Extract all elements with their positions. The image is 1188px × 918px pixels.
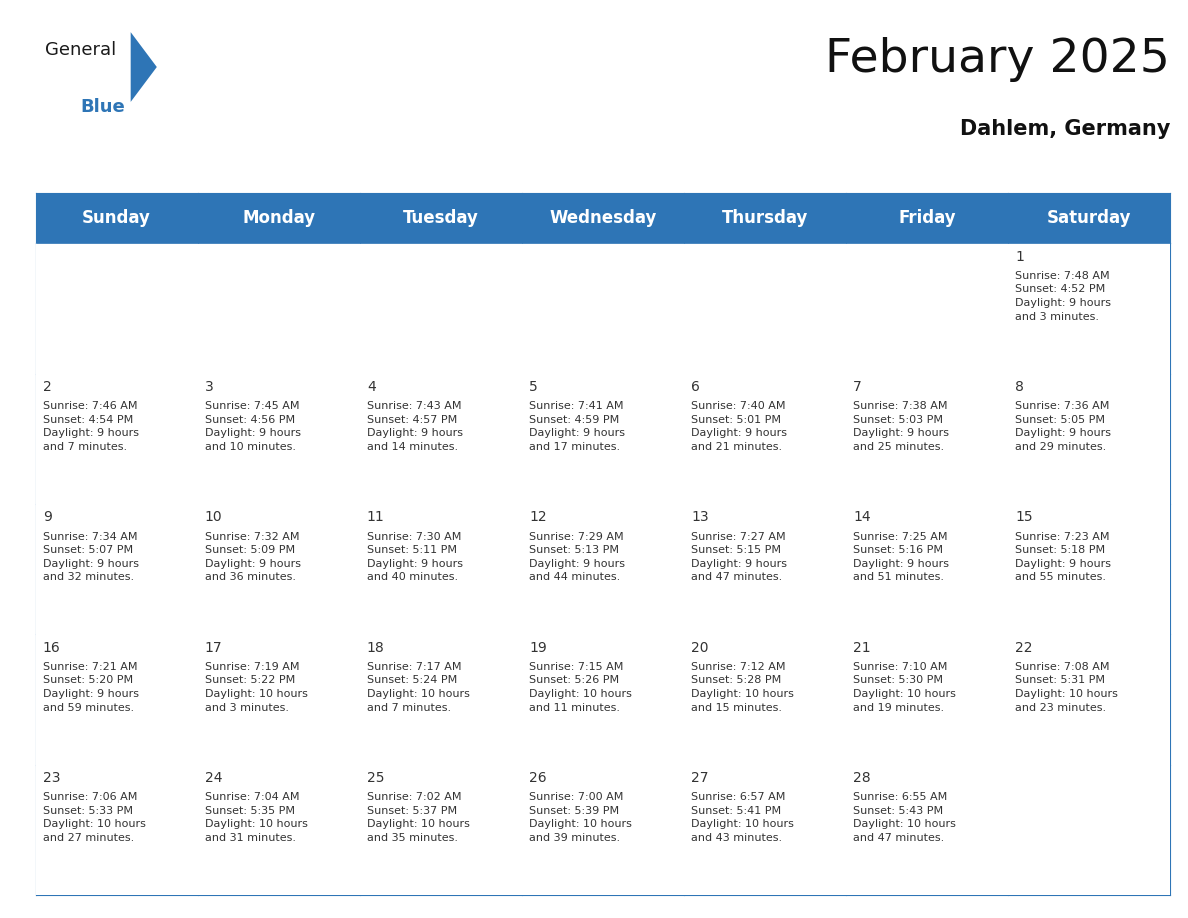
- Text: 5: 5: [529, 380, 538, 394]
- Text: 18: 18: [367, 641, 385, 655]
- Text: General: General: [45, 41, 116, 60]
- Text: Sunrise: 7:21 AM
Sunset: 5:20 PM
Daylight: 9 hours
and 59 minutes.: Sunrise: 7:21 AM Sunset: 5:20 PM Dayligh…: [43, 662, 139, 712]
- Text: Saturday: Saturday: [1047, 209, 1131, 227]
- Text: Sunrise: 7:08 AM
Sunset: 5:31 PM
Daylight: 10 hours
and 23 minutes.: Sunrise: 7:08 AM Sunset: 5:31 PM Dayligh…: [1016, 662, 1118, 712]
- Text: Sunrise: 6:55 AM
Sunset: 5:43 PM
Daylight: 10 hours
and 47 minutes.: Sunrise: 6:55 AM Sunset: 5:43 PM Dayligh…: [853, 792, 956, 843]
- Text: Sunrise: 7:25 AM
Sunset: 5:16 PM
Daylight: 9 hours
and 51 minutes.: Sunrise: 7:25 AM Sunset: 5:16 PM Dayligh…: [853, 532, 949, 582]
- Text: Tuesday: Tuesday: [403, 209, 479, 227]
- Text: 6: 6: [691, 380, 700, 394]
- Text: Sunrise: 7:19 AM
Sunset: 5:22 PM
Daylight: 10 hours
and 3 minutes.: Sunrise: 7:19 AM Sunset: 5:22 PM Dayligh…: [204, 662, 308, 712]
- Text: 17: 17: [204, 641, 222, 655]
- Text: 11: 11: [367, 510, 385, 524]
- Text: 8: 8: [1016, 380, 1024, 394]
- Text: 19: 19: [529, 641, 546, 655]
- Text: 22: 22: [1016, 641, 1032, 655]
- Text: Sunrise: 7:17 AM
Sunset: 5:24 PM
Daylight: 10 hours
and 7 minutes.: Sunrise: 7:17 AM Sunset: 5:24 PM Dayligh…: [367, 662, 469, 712]
- Text: Sunrise: 7:36 AM
Sunset: 5:05 PM
Daylight: 9 hours
and 29 minutes.: Sunrise: 7:36 AM Sunset: 5:05 PM Dayligh…: [1016, 401, 1111, 452]
- Text: Sunrise: 7:06 AM
Sunset: 5:33 PM
Daylight: 10 hours
and 27 minutes.: Sunrise: 7:06 AM Sunset: 5:33 PM Dayligh…: [43, 792, 146, 843]
- Text: 3: 3: [204, 380, 214, 394]
- Text: Sunrise: 7:04 AM
Sunset: 5:35 PM
Daylight: 10 hours
and 31 minutes.: Sunrise: 7:04 AM Sunset: 5:35 PM Dayligh…: [204, 792, 308, 843]
- Text: Sunrise: 7:30 AM
Sunset: 5:11 PM
Daylight: 9 hours
and 40 minutes.: Sunrise: 7:30 AM Sunset: 5:11 PM Dayligh…: [367, 532, 463, 582]
- Text: Sunrise: 7:38 AM
Sunset: 5:03 PM
Daylight: 9 hours
and 25 minutes.: Sunrise: 7:38 AM Sunset: 5:03 PM Dayligh…: [853, 401, 949, 452]
- Text: Sunrise: 7:10 AM
Sunset: 5:30 PM
Daylight: 10 hours
and 19 minutes.: Sunrise: 7:10 AM Sunset: 5:30 PM Dayligh…: [853, 662, 956, 712]
- Text: Sunrise: 6:57 AM
Sunset: 5:41 PM
Daylight: 10 hours
and 43 minutes.: Sunrise: 6:57 AM Sunset: 5:41 PM Dayligh…: [691, 792, 794, 843]
- Text: 7: 7: [853, 380, 862, 394]
- Text: Sunrise: 7:29 AM
Sunset: 5:13 PM
Daylight: 9 hours
and 44 minutes.: Sunrise: 7:29 AM Sunset: 5:13 PM Dayligh…: [529, 532, 625, 582]
- Text: 20: 20: [691, 641, 708, 655]
- Text: 14: 14: [853, 510, 871, 524]
- Text: Sunrise: 7:23 AM
Sunset: 5:18 PM
Daylight: 9 hours
and 55 minutes.: Sunrise: 7:23 AM Sunset: 5:18 PM Dayligh…: [1016, 532, 1111, 582]
- Text: 12: 12: [529, 510, 546, 524]
- Text: Sunrise: 7:45 AM
Sunset: 4:56 PM
Daylight: 9 hours
and 10 minutes.: Sunrise: 7:45 AM Sunset: 4:56 PM Dayligh…: [204, 401, 301, 452]
- Text: 10: 10: [204, 510, 222, 524]
- Text: 9: 9: [43, 510, 51, 524]
- Text: Sunrise: 7:02 AM
Sunset: 5:37 PM
Daylight: 10 hours
and 35 minutes.: Sunrise: 7:02 AM Sunset: 5:37 PM Dayligh…: [367, 792, 469, 843]
- Text: Wednesday: Wednesday: [549, 209, 657, 227]
- Text: 15: 15: [1016, 510, 1032, 524]
- Text: 25: 25: [367, 771, 385, 785]
- Text: Sunrise: 7:00 AM
Sunset: 5:39 PM
Daylight: 10 hours
and 39 minutes.: Sunrise: 7:00 AM Sunset: 5:39 PM Dayligh…: [529, 792, 632, 843]
- Text: Thursday: Thursday: [722, 209, 808, 227]
- Text: Sunday: Sunday: [82, 209, 151, 227]
- Text: Sunrise: 7:43 AM
Sunset: 4:57 PM
Daylight: 9 hours
and 14 minutes.: Sunrise: 7:43 AM Sunset: 4:57 PM Dayligh…: [367, 401, 463, 452]
- Text: Monday: Monday: [242, 209, 315, 227]
- Text: February 2025: February 2025: [826, 37, 1170, 82]
- Text: 2: 2: [43, 380, 51, 394]
- Text: Sunrise: 7:40 AM
Sunset: 5:01 PM
Daylight: 9 hours
and 21 minutes.: Sunrise: 7:40 AM Sunset: 5:01 PM Dayligh…: [691, 401, 788, 452]
- Text: 13: 13: [691, 510, 709, 524]
- Text: Friday: Friday: [898, 209, 956, 227]
- Text: 21: 21: [853, 641, 871, 655]
- Text: 4: 4: [367, 380, 375, 394]
- Text: Dahlem, Germany: Dahlem, Germany: [960, 119, 1170, 140]
- Text: 27: 27: [691, 771, 708, 785]
- Text: Sunrise: 7:41 AM
Sunset: 4:59 PM
Daylight: 9 hours
and 17 minutes.: Sunrise: 7:41 AM Sunset: 4:59 PM Dayligh…: [529, 401, 625, 452]
- Text: Sunrise: 7:15 AM
Sunset: 5:26 PM
Daylight: 10 hours
and 11 minutes.: Sunrise: 7:15 AM Sunset: 5:26 PM Dayligh…: [529, 662, 632, 712]
- Text: 1: 1: [1016, 250, 1024, 263]
- Text: 26: 26: [529, 771, 546, 785]
- Text: 24: 24: [204, 771, 222, 785]
- Text: 23: 23: [43, 771, 61, 785]
- Text: Blue: Blue: [81, 98, 126, 117]
- Text: Sunrise: 7:34 AM
Sunset: 5:07 PM
Daylight: 9 hours
and 32 minutes.: Sunrise: 7:34 AM Sunset: 5:07 PM Dayligh…: [43, 532, 139, 582]
- Text: 16: 16: [43, 641, 61, 655]
- Text: Sunrise: 7:48 AM
Sunset: 4:52 PM
Daylight: 9 hours
and 3 minutes.: Sunrise: 7:48 AM Sunset: 4:52 PM Dayligh…: [1016, 271, 1111, 321]
- Text: 28: 28: [853, 771, 871, 785]
- Text: Sunrise: 7:27 AM
Sunset: 5:15 PM
Daylight: 9 hours
and 47 minutes.: Sunrise: 7:27 AM Sunset: 5:15 PM Dayligh…: [691, 532, 788, 582]
- Text: Sunrise: 7:46 AM
Sunset: 4:54 PM
Daylight: 9 hours
and 7 minutes.: Sunrise: 7:46 AM Sunset: 4:54 PM Dayligh…: [43, 401, 139, 452]
- Text: Sunrise: 7:32 AM
Sunset: 5:09 PM
Daylight: 9 hours
and 36 minutes.: Sunrise: 7:32 AM Sunset: 5:09 PM Dayligh…: [204, 532, 301, 582]
- Text: Sunrise: 7:12 AM
Sunset: 5:28 PM
Daylight: 10 hours
and 15 minutes.: Sunrise: 7:12 AM Sunset: 5:28 PM Dayligh…: [691, 662, 794, 712]
